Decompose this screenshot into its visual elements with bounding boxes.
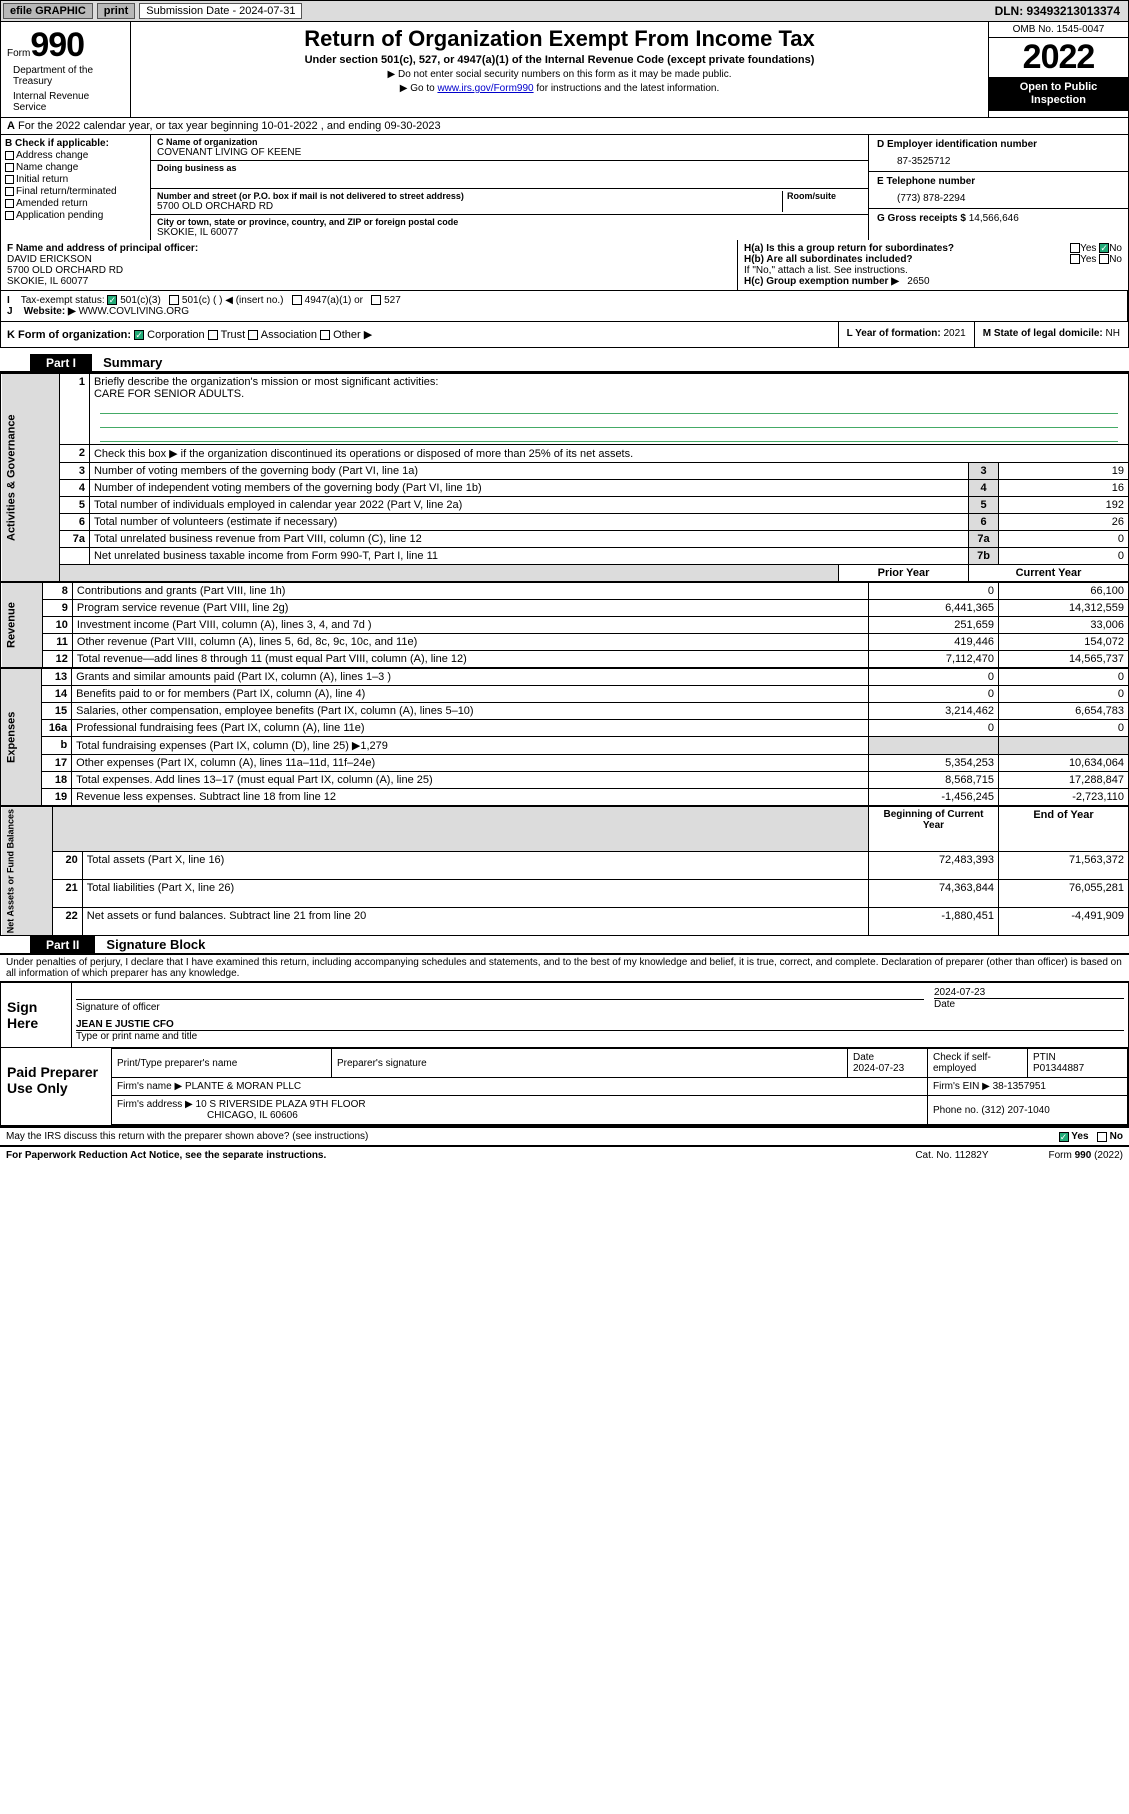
signature-block: Sign Here Signature of officer 2024-07-2… xyxy=(0,981,1129,1127)
chk-address[interactable] xyxy=(5,151,14,160)
officer-name-title: JEAN E JUSTIE CFO xyxy=(76,1019,174,1030)
summary-table: Activities & Governance 1 Briefly descri… xyxy=(0,373,1129,582)
firm-phone: (312) 207-1040 xyxy=(981,1105,1049,1116)
print-button[interactable]: print xyxy=(97,3,135,19)
ptin: P01344887 xyxy=(1033,1063,1084,1074)
part1-title: Summary xyxy=(95,355,162,370)
paperwork-notice: For Paperwork Reduction Act Notice, see … xyxy=(6,1150,326,1161)
omb-number: OMB No. 1545-0047 xyxy=(989,22,1128,38)
topbar: efile GRAPHIC print Submission Date - 20… xyxy=(0,0,1129,22)
form-header: Form990 Department of the Treasury Inter… xyxy=(0,22,1129,118)
open-public: Open to Public Inspection xyxy=(989,77,1128,111)
firm-ein: 38-1357951 xyxy=(993,1081,1046,1092)
discuss-yes[interactable] xyxy=(1059,1132,1069,1142)
gross-receipts: 14,566,646 xyxy=(969,213,1019,224)
col-c-org: C Name of organizationCOVENANT LIVING OF… xyxy=(151,135,868,240)
firm-name: PLANTE & MORAN PLLC xyxy=(185,1081,301,1092)
sig-declaration: Under penalties of perjury, I declare th… xyxy=(0,955,1129,981)
form-title: Return of Organization Exempt From Incom… xyxy=(139,26,980,52)
section-bcd: B Check if applicable: Address change Na… xyxy=(0,135,1129,240)
ha-no[interactable] xyxy=(1099,243,1109,253)
org-addr: 5700 OLD ORCHARD RD xyxy=(157,201,782,212)
hb-no[interactable] xyxy=(1099,254,1109,264)
chk-501c[interactable] xyxy=(169,295,179,305)
preparer-table: Print/Type preparer's name Preparer's si… xyxy=(111,1048,1128,1125)
notice-ssn: ▶ Do not enter social security numbers o… xyxy=(139,69,980,80)
col-d-ein: D Employer identification number87-35257… xyxy=(868,135,1128,240)
submission-date: Submission Date - 2024-07-31 xyxy=(139,3,302,19)
prep-date: 2024-07-23 xyxy=(853,1063,904,1074)
chk-initial[interactable] xyxy=(5,175,14,184)
org-name: COVENANT LIVING OF KEENE xyxy=(157,147,862,158)
group-exemption: 2650 xyxy=(907,276,929,287)
state-domicile: NH xyxy=(1106,328,1120,339)
tax-year: 2022 xyxy=(989,38,1128,77)
col-b-checkboxes: B Check if applicable: Address change Na… xyxy=(1,135,151,240)
expenses-table: Expenses 13Grants and similar amounts pa… xyxy=(0,668,1129,806)
sign-here-label: Sign Here xyxy=(1,983,71,1047)
form-subtitle: Under section 501(c), 527, or 4947(a)(1)… xyxy=(139,54,980,66)
org-city: SKOKIE, IL 60077 xyxy=(157,227,862,238)
chk-trust[interactable] xyxy=(208,330,218,340)
website: WWW.COVLIVING.ORG xyxy=(78,306,189,317)
chk-name[interactable] xyxy=(5,163,14,172)
chk-amended[interactable] xyxy=(5,199,14,208)
mission: CARE FOR SENIOR ADULTS. xyxy=(94,388,244,400)
officer-name: DAVID ERICKSON xyxy=(7,254,731,265)
form-number: 990 xyxy=(30,26,84,64)
row-a-period: A For the 2022 calendar year, or tax yea… xyxy=(0,118,1129,135)
chk-4947[interactable] xyxy=(292,295,302,305)
cat-no: Cat. No. 11282Y xyxy=(915,1150,988,1161)
chk-final[interactable] xyxy=(5,187,14,196)
netassets-table: Net Assets or Fund Balances Beginning of… xyxy=(0,806,1129,936)
chk-527[interactable] xyxy=(371,295,381,305)
dept-treasury: Department of the Treasury xyxy=(7,65,126,91)
row-k: K Form of organization: Corporation Trus… xyxy=(0,322,1129,348)
telephone: (773) 878-2294 xyxy=(877,187,1120,204)
firm-addr: 10 S RIVERSIDE PLAZA 9TH FLOOR xyxy=(196,1099,366,1110)
paid-preparer-label: Paid Preparer Use Only xyxy=(1,1048,111,1125)
chk-assoc[interactable] xyxy=(248,330,258,340)
form-footer: Form 990 (2022) xyxy=(1049,1150,1123,1161)
dln: DLN: 93493213013374 xyxy=(995,4,1128,18)
year-formation: 2021 xyxy=(943,328,965,339)
vlabel-netassets: Net Assets or Fund Balances xyxy=(1,807,53,936)
footer-discuss: May the IRS discuss this return with the… xyxy=(0,1127,1129,1145)
part2-title: Signature Block xyxy=(98,937,205,952)
discuss-no[interactable] xyxy=(1097,1132,1107,1142)
ha-yes[interactable] xyxy=(1070,243,1080,253)
irs-link[interactable]: www.irs.gov/Form990 xyxy=(437,83,533,94)
row-i-status: I Tax-exempt status: 501(c)(3) 501(c) ( … xyxy=(0,291,1129,322)
efile-button[interactable]: efile GRAPHIC xyxy=(3,3,93,19)
part1-header: Part I xyxy=(30,354,92,372)
chk-pending[interactable] xyxy=(5,211,14,220)
irs-label: Internal Revenue Service xyxy=(7,91,126,117)
form-word: Form xyxy=(7,48,30,59)
vlabel-activities: Activities & Governance xyxy=(1,374,60,582)
chk-other[interactable] xyxy=(320,330,330,340)
ein: 87-3525712 xyxy=(877,150,1120,167)
hb-yes[interactable] xyxy=(1070,254,1080,264)
notice-link: ▶ Go to www.irs.gov/Form990 for instruct… xyxy=(139,83,980,94)
vlabel-revenue: Revenue xyxy=(1,583,43,668)
row-fh: F Name and address of principal officer:… xyxy=(0,240,1129,291)
vlabel-expenses: Expenses xyxy=(1,669,42,806)
part2-header: Part II xyxy=(30,936,95,954)
chk-corp[interactable] xyxy=(134,330,144,340)
revenue-table: Revenue 8Contributions and grants (Part … xyxy=(0,582,1129,668)
sig-date: 2024-07-23 xyxy=(934,987,1124,998)
chk-501c3[interactable] xyxy=(107,295,117,305)
